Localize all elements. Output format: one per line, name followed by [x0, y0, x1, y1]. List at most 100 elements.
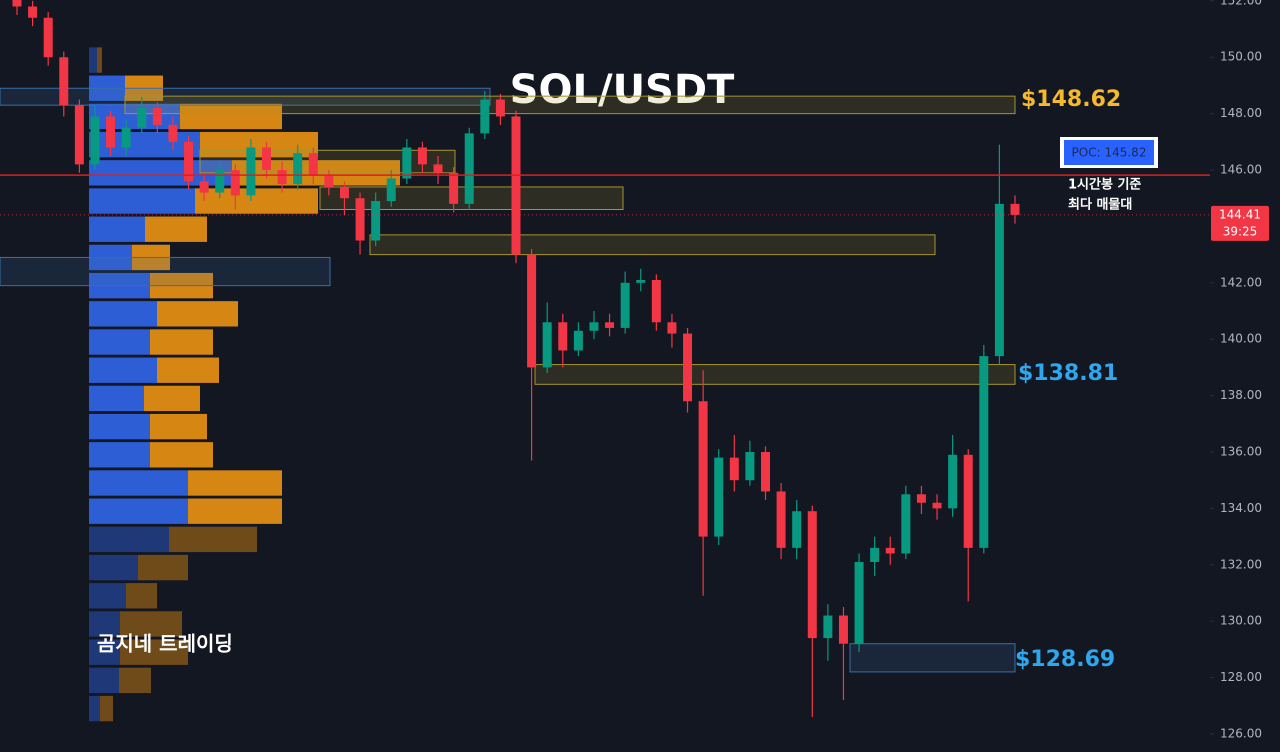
- candle-body: [262, 147, 271, 171]
- candle-body: [277, 170, 287, 185]
- profile-buy: [89, 667, 119, 694]
- profile-buy: [89, 216, 145, 242]
- profile-buy: [89, 385, 144, 412]
- candle-body: [761, 451, 770, 492]
- candle-body: [729, 457, 739, 481]
- candle-body: [152, 107, 162, 125]
- candle-body: [651, 279, 661, 323]
- candle-body: [449, 172, 459, 204]
- profile-sell: [126, 583, 157, 609]
- candle-body: [511, 116, 521, 255]
- profile-buy: [89, 526, 169, 553]
- y-tick-label: 148.00: [1220, 106, 1262, 120]
- profile-buy: [89, 301, 157, 327]
- candle-body: [573, 330, 583, 351]
- candle-body: [308, 153, 318, 176]
- candle-body: [28, 6, 38, 18]
- profile-buy: [89, 695, 100, 722]
- candle-body: [137, 107, 147, 128]
- profile-buy: [89, 47, 97, 73]
- candle-body: [527, 254, 537, 368]
- candle-body: [994, 203, 1004, 357]
- candle-body: [106, 116, 116, 148]
- poc-box: [1064, 140, 1154, 165]
- candle-body: [215, 170, 225, 193]
- candle-body: [558, 322, 568, 351]
- y-tick-label: 138.00: [1220, 388, 1262, 402]
- chart-title: SOL/USDT: [510, 67, 735, 113]
- candle-body: [605, 322, 615, 328]
- y-tick-label: 130.00: [1220, 614, 1262, 628]
- profile-sell: [157, 301, 238, 327]
- profile-buy: [89, 131, 200, 158]
- y-tick-label: 136.00: [1220, 444, 1262, 458]
- annotation: 최다 매물대: [1068, 197, 1132, 213]
- y-tick-label: 134.00: [1220, 501, 1262, 515]
- last-price-box: [1211, 205, 1269, 241]
- annotation: $128.69: [1015, 647, 1115, 672]
- profile-sell: [145, 216, 207, 242]
- candle-body: [246, 147, 256, 196]
- profile-sell: [120, 611, 182, 637]
- annotation: 1시간봉 기준: [1068, 177, 1141, 193]
- candle-body: [371, 201, 381, 241]
- candle-body: [948, 454, 958, 509]
- candle-body: [807, 511, 817, 639]
- profile-buy: [89, 498, 188, 524]
- candle-body: [12, 0, 22, 7]
- profile-sell: [188, 498, 282, 524]
- profile-buy: [89, 470, 188, 496]
- profile-buy: [89, 329, 150, 355]
- candle-body: [433, 164, 443, 173]
- zone: [199, 149, 456, 174]
- candle-body: [698, 401, 708, 537]
- profile-sell: [157, 357, 219, 383]
- candle-body: [885, 547, 895, 554]
- profile-buy: [89, 103, 180, 130]
- candle-body: [74, 105, 84, 165]
- annotation: $138.81: [1018, 361, 1118, 386]
- candle-body: [901, 494, 911, 554]
- y-tick-label: 140.00: [1220, 332, 1262, 346]
- poc-label: POC: 145.82: [1072, 146, 1147, 160]
- y-tick-label: 142.00: [1220, 275, 1262, 289]
- y-tick-label: 126.00: [1220, 726, 1262, 740]
- annotation: $148.62: [1021, 87, 1121, 112]
- candle-body: [620, 282, 630, 328]
- profile-buy: [89, 639, 120, 665]
- candle-body: [979, 356, 989, 548]
- y-tick-label: 132.00: [1220, 557, 1262, 571]
- candle-body: [589, 322, 599, 331]
- candle-body: [683, 333, 693, 402]
- y-tick-label: 150.00: [1220, 50, 1262, 64]
- candle-body: [355, 198, 365, 241]
- candle-body: [636, 279, 646, 283]
- profile-sell: [180, 103, 282, 130]
- candle-body: [745, 451, 755, 481]
- profile-sell: [138, 554, 188, 581]
- candle-body: [838, 615, 848, 644]
- candle-body: [495, 99, 505, 117]
- profile-sell: [144, 385, 200, 412]
- profile-sell: [169, 526, 257, 553]
- zone: [0, 256, 331, 287]
- candle-body: [339, 186, 349, 199]
- candle-body: [293, 153, 303, 185]
- zone: [534, 364, 1016, 385]
- profile-sell: [120, 639, 188, 665]
- candle-body: [1010, 203, 1020, 215]
- candle-body: [386, 178, 396, 202]
- candle-body: [402, 147, 412, 179]
- profile-sell: [97, 47, 102, 73]
- y-tick-label: 146.00: [1220, 163, 1262, 177]
- candle-body: [184, 141, 194, 182]
- candle-body: [823, 615, 833, 639]
- candle-body: [776, 491, 786, 548]
- candle-body: [464, 133, 474, 204]
- profile-buy: [89, 611, 120, 637]
- candle-body: [121, 127, 131, 148]
- candle-body: [480, 99, 490, 134]
- candle-body: [854, 561, 864, 644]
- candle-body: [870, 547, 880, 562]
